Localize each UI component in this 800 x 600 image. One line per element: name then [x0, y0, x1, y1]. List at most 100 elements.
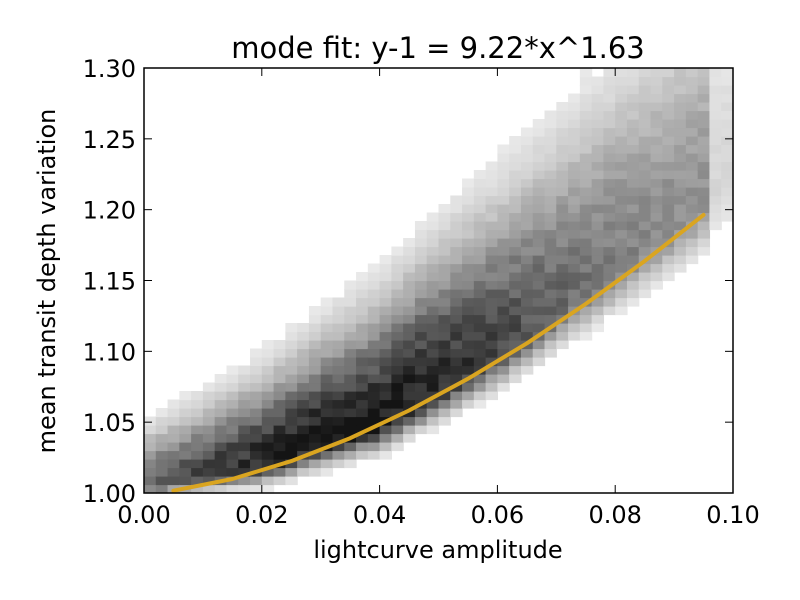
heatmap-cell — [367, 399, 381, 409]
heatmap-cell — [591, 195, 605, 205]
heatmap-cell — [450, 238, 463, 248]
heatmap-cell — [579, 119, 593, 129]
heatmap-cell — [685, 229, 699, 239]
y-tick-label: 1.05 — [83, 409, 136, 437]
heatmap-cell — [721, 153, 734, 163]
heatmap-cell — [426, 221, 440, 231]
heatmap-cell — [615, 289, 628, 299]
heatmap-cell — [462, 280, 475, 290]
heatmap-cell — [214, 416, 228, 426]
heatmap-cell — [191, 484, 204, 494]
heatmap-cell — [674, 187, 687, 197]
heatmap-cell — [344, 459, 357, 469]
heatmap-cell — [403, 391, 416, 401]
heatmap-cell — [438, 408, 451, 418]
heatmap-cell — [332, 374, 345, 384]
heatmap-cell — [591, 170, 605, 180]
heatmap-cell — [556, 263, 569, 273]
heatmap-cell — [273, 340, 286, 350]
heatmap-cell — [367, 331, 381, 341]
heatmap-cell — [509, 204, 522, 214]
heatmap-cell — [662, 76, 675, 86]
heatmap-cell — [379, 357, 392, 367]
heatmap-cell — [556, 272, 569, 282]
heatmap-cell — [391, 442, 404, 452]
heatmap-cell — [473, 272, 487, 282]
heatmap-cell — [532, 187, 546, 197]
heatmap-cell — [532, 314, 546, 324]
heatmap-cell — [214, 374, 228, 384]
heatmap-cell — [155, 425, 169, 435]
heatmap-cell — [261, 459, 275, 469]
heatmap-cell — [356, 331, 369, 341]
heatmap-cell — [709, 136, 722, 146]
heatmap-cell — [450, 263, 463, 273]
heatmap-cell — [568, 212, 581, 222]
heatmap-cell — [250, 408, 263, 418]
heatmap-cell — [650, 170, 663, 180]
heatmap-cell — [497, 323, 510, 333]
heatmap-cell — [214, 391, 228, 401]
heatmap-cell — [662, 178, 675, 188]
heatmap-cell — [544, 280, 557, 290]
heatmap-cell — [462, 272, 475, 282]
heatmap-cell — [450, 357, 463, 367]
heatmap-cell — [662, 187, 675, 197]
heatmap-cell — [709, 221, 722, 231]
heatmap-cell — [556, 102, 569, 112]
heatmap-cell — [509, 195, 522, 205]
heatmap-cell — [308, 459, 322, 469]
heatmap-cell — [450, 365, 463, 375]
heatmap-cell — [462, 314, 475, 324]
heatmap-cell — [438, 357, 451, 367]
heatmap-cell — [426, 229, 440, 239]
heatmap-cell — [238, 459, 251, 469]
heatmap-cell — [202, 484, 216, 494]
heatmap-cell — [603, 272, 616, 282]
heatmap-cell — [626, 127, 640, 137]
heatmap-cell — [520, 153, 534, 163]
heatmap-cell — [285, 399, 298, 409]
heatmap-cell — [615, 153, 628, 163]
heatmap-cell — [568, 204, 581, 214]
heatmap-cell — [626, 221, 640, 231]
heatmap-cell — [685, 255, 699, 265]
heatmap-cell — [473, 314, 487, 324]
heatmap-cell — [250, 374, 263, 384]
heatmap-cell — [191, 408, 204, 418]
heatmap-cell — [344, 314, 357, 324]
heatmap-cell — [356, 374, 369, 384]
heatmap-cell — [591, 93, 605, 103]
heatmap-cell — [167, 450, 180, 460]
heatmap-cell — [191, 433, 204, 443]
heatmap-cell — [356, 272, 369, 282]
heatmap-cell — [497, 221, 510, 231]
heatmap-cell — [626, 161, 640, 171]
heatmap-cell — [662, 229, 675, 239]
heatmap-cell — [674, 110, 687, 120]
heatmap-cell — [591, 144, 605, 154]
heatmap-cell — [579, 212, 593, 222]
heatmap-cell — [297, 374, 310, 384]
heatmap-cell — [391, 246, 404, 256]
heatmap-cell — [356, 408, 369, 418]
heatmap-cell — [579, 255, 593, 265]
heatmap-cell — [638, 246, 652, 256]
heatmap-cell — [426, 297, 440, 307]
heatmap-cell — [344, 280, 357, 290]
heatmap-cell — [603, 110, 616, 120]
heatmap-cell — [638, 85, 652, 95]
heatmap-cell — [356, 450, 369, 460]
heatmap-cell — [202, 442, 216, 452]
heatmap-cell — [579, 76, 593, 86]
heatmap-cell — [320, 323, 334, 333]
heatmap-cell — [485, 170, 498, 180]
heatmap-cell — [544, 238, 557, 248]
heatmap-cell — [485, 348, 498, 358]
heatmap-cell — [544, 221, 557, 231]
heatmap-cell — [438, 221, 451, 231]
heatmap-cell — [450, 340, 463, 350]
heatmap-cell — [591, 204, 605, 214]
heatmap-cell — [568, 323, 581, 333]
heatmap-cell — [226, 408, 239, 418]
